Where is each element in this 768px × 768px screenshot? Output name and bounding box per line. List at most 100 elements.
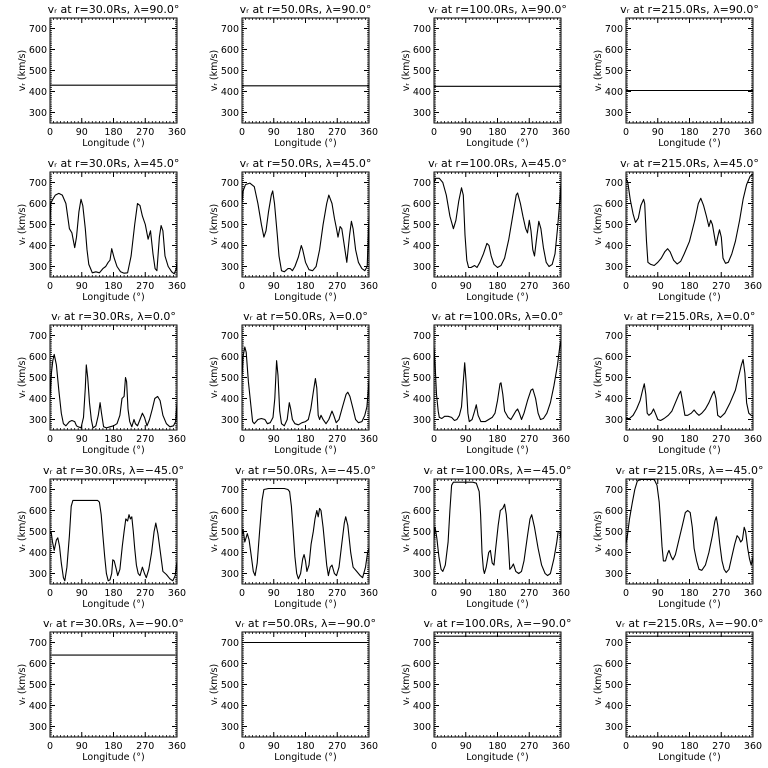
velocity-line (626, 173, 753, 267)
y-tick-label: 600 (221, 45, 239, 56)
x-tick-label: 180 (680, 434, 698, 445)
x-tick-label: 270 (328, 127, 346, 138)
x-axis-label: Longitude (°) (82, 752, 144, 763)
y-tick-label: 600 (413, 199, 431, 210)
y-tick-label: 300 (605, 569, 623, 580)
x-tick-label: 180 (104, 434, 122, 445)
y-tick-label: 300 (29, 569, 47, 580)
x-tick-label: 180 (296, 434, 314, 445)
x-tick-label: 90 (76, 741, 88, 752)
y-tick-label: 600 (605, 506, 623, 517)
plot-frame (49, 324, 178, 431)
chart-title: vᵣ at r=215.0Rs, λ=−45.0° (616, 464, 764, 477)
chart-panel: vᵣ at r=30.0Rs, λ=0.0° 300 400 500 600 700 0 90… (17, 310, 186, 456)
minor-ticks (625, 171, 754, 278)
x-tick-label: 360 (552, 281, 570, 292)
chart-title: vᵣ at r=100.0Rs, λ=−90.0° (424, 617, 572, 630)
y-tick-label: 600 (29, 199, 47, 210)
velocity-line (242, 182, 369, 273)
x-tick-label: 270 (712, 434, 730, 445)
x-tick-label: 360 (744, 127, 762, 138)
minor-ticks (433, 17, 562, 124)
y-tick-label: 500 (413, 527, 431, 538)
y-tick-label: 400 (221, 241, 239, 252)
y-axis-label: vᵣ (km/s) (401, 50, 412, 91)
y-tick-label: 300 (221, 722, 239, 733)
x-tick-label: 270 (712, 127, 730, 138)
chart-title: vᵣ at r=100.0Rs, λ=90.0° (428, 3, 567, 16)
y-tick-label: 400 (413, 701, 431, 712)
y-tick-label: 500 (29, 527, 47, 538)
chart-panel: vᵣ at r=100.0Rs, λ=−45.0° 300 400 500 600 700… (401, 464, 571, 610)
y-axis-label: vᵣ (km/s) (401, 664, 412, 705)
y-tick-label: 300 (605, 415, 623, 426)
x-tick-label: 180 (104, 741, 122, 752)
y-tick-label: 400 (605, 241, 623, 252)
x-tick-label: 0 (239, 741, 245, 752)
y-tick-label: 600 (413, 45, 431, 56)
y-tick-label: 400 (29, 701, 47, 712)
x-tick-label: 270 (328, 588, 346, 599)
y-axis-label: vᵣ (km/s) (593, 664, 604, 705)
chart-title: vᵣ at r=100.0Rs, λ=0.0° (432, 310, 564, 323)
chart-panel: vᵣ at r=100.0Rs, λ=45.0° 300 400 500 600 700 0… (401, 157, 570, 303)
chart-title: vᵣ at r=30.0Rs, λ=−90.0° (43, 617, 184, 630)
plot-frame (433, 631, 562, 738)
y-tick-label: 500 (221, 680, 239, 691)
y-tick-label: 700 (605, 485, 623, 496)
y-tick-label: 500 (29, 680, 47, 691)
chart-panel: vᵣ at r=100.0Rs, λ=0.0° 300 400 500 600 700 0 9… (401, 310, 570, 456)
y-tick-label: 700 (221, 331, 239, 342)
y-tick-label: 300 (221, 415, 239, 426)
x-tick-label: 90 (460, 588, 472, 599)
x-tick-label: 270 (328, 281, 346, 292)
y-tick-label: 700 (413, 178, 431, 189)
y-tick-label: 300 (605, 108, 623, 119)
y-tick-label: 400 (29, 87, 47, 98)
x-axis-label: Longitude (°) (658, 292, 720, 303)
y-tick-label: 500 (221, 373, 239, 384)
x-tick-label: 180 (680, 281, 698, 292)
plot-frame (625, 17, 754, 124)
x-tick-label: 180 (296, 127, 314, 138)
chart-title: vᵣ at r=30.0Rs, λ=45.0° (48, 157, 180, 170)
y-tick-label: 400 (29, 548, 47, 559)
y-tick-label: 300 (221, 108, 239, 119)
y-axis-label: vᵣ (km/s) (17, 511, 28, 552)
x-tick-label: 90 (652, 588, 664, 599)
x-tick-label: 270 (520, 281, 538, 292)
y-tick-label: 500 (29, 66, 47, 77)
y-tick-label: 600 (221, 352, 239, 363)
x-tick-label: 90 (268, 741, 280, 752)
minor-ticks (49, 324, 178, 431)
chart-panel: vᵣ at r=30.0Rs, λ=−45.0° 300 400 500 600 700 0… (17, 464, 186, 610)
y-tick-label: 300 (29, 108, 47, 119)
x-axis-label: Longitude (°) (466, 138, 528, 149)
x-tick-label: 0 (623, 741, 629, 752)
x-axis-label: Longitude (°) (466, 292, 528, 303)
y-tick-label: 600 (221, 506, 239, 517)
x-tick-label: 0 (47, 434, 53, 445)
x-tick-label: 270 (136, 281, 154, 292)
minor-ticks (433, 631, 562, 738)
x-tick-label: 180 (680, 127, 698, 138)
y-tick-label: 300 (29, 262, 47, 273)
plot-frame (241, 17, 370, 124)
velocity-line (242, 487, 369, 580)
plot-frame (625, 171, 754, 278)
y-tick-label: 600 (221, 199, 239, 210)
x-tick-label: 0 (623, 127, 629, 138)
y-tick-label: 300 (413, 108, 431, 119)
x-axis-label: Longitude (°) (82, 445, 144, 456)
y-tick-label: 600 (29, 659, 47, 670)
chart-panel: vᵣ at r=215.0Rs, λ=0.0° 300 400 500 600 700 0 9… (593, 310, 762, 456)
chart-title: vᵣ at r=30.0Rs, λ=0.0° (51, 310, 176, 323)
minor-ticks (433, 324, 562, 431)
x-axis-label: Longitude (°) (274, 445, 336, 456)
chart-title: vᵣ at r=50.0Rs, λ=−45.0° (235, 464, 376, 477)
velocity-line (50, 192, 177, 275)
x-tick-label: 90 (268, 434, 280, 445)
x-tick-label: 180 (296, 281, 314, 292)
plot-frame (625, 478, 754, 585)
